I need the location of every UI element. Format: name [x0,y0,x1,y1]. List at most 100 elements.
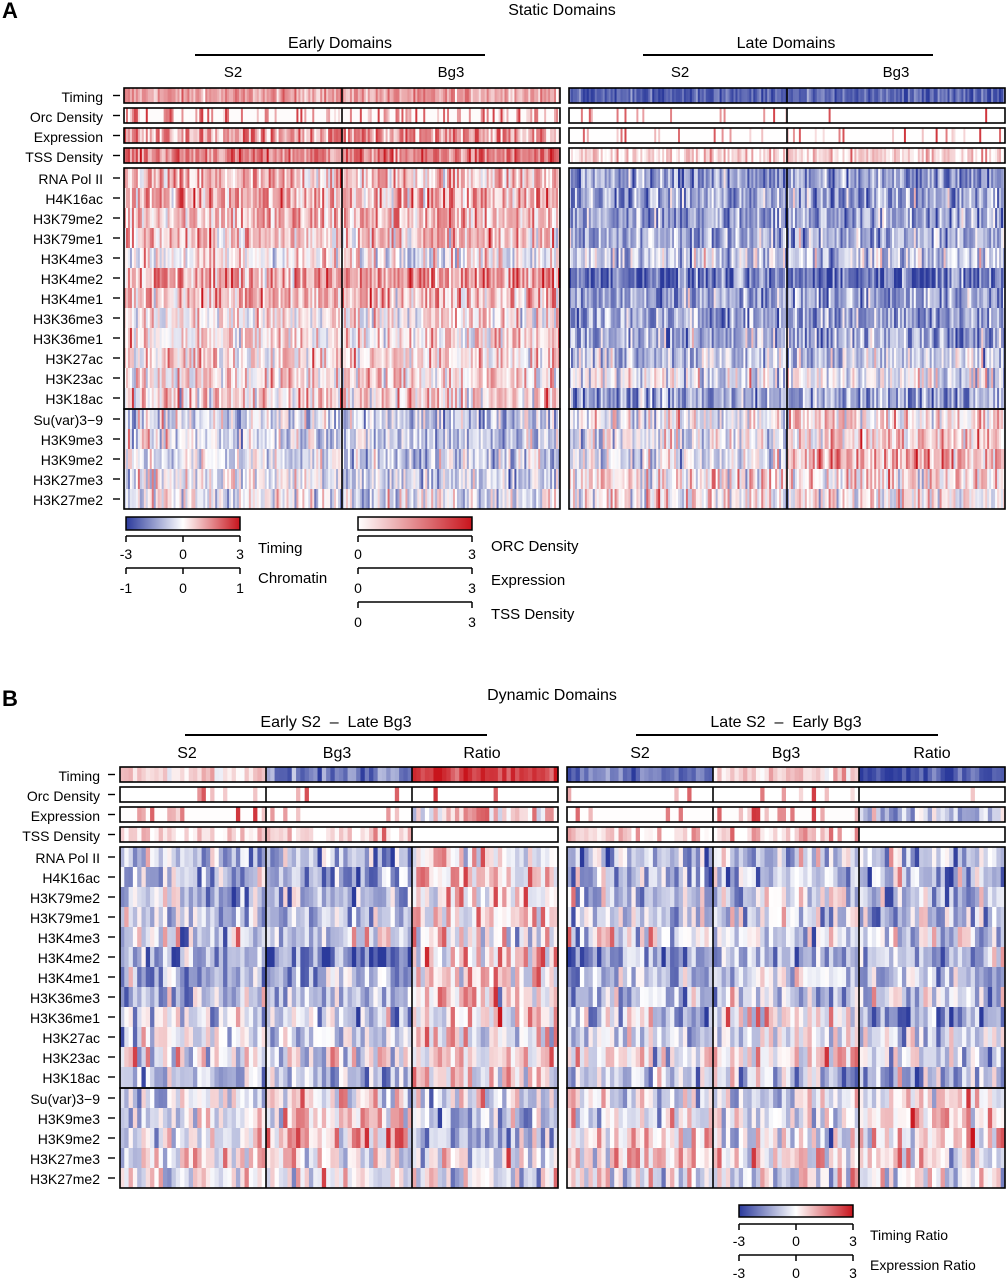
heatmap-cell [171,268,175,288]
heatmap-cell [147,208,151,228]
heatmap-cell [266,268,270,288]
heatmap-cell [294,429,298,449]
heatmap-cell [248,228,252,248]
heatmap-cell [435,88,438,103]
heatmap-cell [548,388,551,408]
heatmap-cell [385,328,389,348]
heatmap-cell [423,409,426,429]
heatmap-cell [133,308,137,328]
row-label-h3k79me2: H3K79me2 [33,211,103,227]
heatmap-cell [403,288,407,308]
heatmap-cell [306,388,309,408]
heatmap-cell [294,248,298,268]
heatmap-cell [468,388,472,408]
heatmap-cell [276,88,280,103]
heatmap-cell [244,188,248,208]
heatmap-cell [421,88,424,103]
heatmap-cell [401,188,405,208]
heatmap-cell [330,248,333,268]
heatmap-cell [322,108,325,123]
heatmap-cell [334,328,337,348]
heatmap-cell [389,88,393,103]
heatmap-cell [316,208,319,228]
heatmap-cell [221,308,224,328]
heatmap-cell [695,88,699,103]
heatmap-cell [183,188,187,208]
heatmap-cell [542,208,545,228]
heatmap-cell [338,409,341,429]
heatmap-cell [383,248,387,268]
heatmap-cell [278,308,282,328]
heatmap-cell [286,388,290,408]
heatmap-cell [316,429,319,449]
heatmap-cell [387,489,391,509]
heatmap-cell [252,268,256,288]
heatmap-cell [443,168,446,188]
heatmap-cell [274,348,278,368]
heatmap-cell [389,328,393,348]
heatmap-cell [421,368,424,388]
heatmap-cell [379,108,383,123]
heatmap-cell [474,88,478,103]
heatmap-cell [502,188,506,208]
heatmap-cell [508,148,512,163]
heatmap-cell [452,128,456,143]
heatmap-cell [468,188,472,208]
heatmap-cell [231,388,234,408]
heatmap-cell [238,409,242,429]
heatmap-cell [193,429,196,449]
heatmap-cell [290,489,294,509]
heatmap-cell [423,168,426,188]
heatmap-cell [264,409,268,429]
heatmap-cell [129,228,133,248]
a-late-s2-label: S2 [671,64,689,81]
heatmap-cell [373,348,377,368]
heatmap-cell [504,429,508,449]
heatmap-cell [429,469,432,489]
heatmap-cell [524,88,527,103]
heatmap-cell [480,208,484,228]
heatmap-cell [614,108,618,123]
heatmap-cell [234,128,238,143]
heatmap-cell [157,288,161,308]
heatmap-cell [395,168,399,188]
heatmap-cell [264,489,268,509]
heatmap-cell [225,409,228,429]
heatmap-cell [153,148,157,163]
heatmap-cell [213,88,216,103]
heatmap-cell [397,449,401,469]
heatmap-cell [423,429,426,449]
heatmap-cell [353,228,357,248]
heatmap-row-10-col-1 [124,268,343,288]
heatmap-cell [292,489,296,509]
heatmap-cell [437,148,440,163]
heatmap-cell [298,148,301,163]
heatmap-cell [187,409,190,429]
heatmap-cell [195,348,198,368]
heatmap-cell [191,348,194,368]
heatmap-cell [681,88,685,103]
heatmap-cell [213,168,216,188]
heatmap-cell [528,429,531,449]
heatmap-cell [203,409,206,429]
heatmap-cell [454,248,458,268]
heatmap-cell [205,288,208,308]
heatmap-cell [482,469,486,489]
heatmap-cell [187,489,190,509]
heatmap-cell [431,228,434,248]
heatmap-cell [221,449,224,469]
heatmap-cell [264,248,268,268]
heatmap-cell [191,88,194,103]
heatmap-cell [556,208,559,228]
heatmap-cell [476,128,480,143]
heatmap-cell [288,88,292,103]
heatmap-cell [227,108,230,123]
heatmap-cell [328,88,331,103]
heatmap-cell [302,88,305,103]
heatmap-cell [127,268,131,288]
heatmap-cell [189,208,192,228]
heatmap-cell [502,429,506,449]
heatmap-cell [274,288,278,308]
heatmap-cell [141,88,145,103]
heatmap-cell [280,168,284,188]
